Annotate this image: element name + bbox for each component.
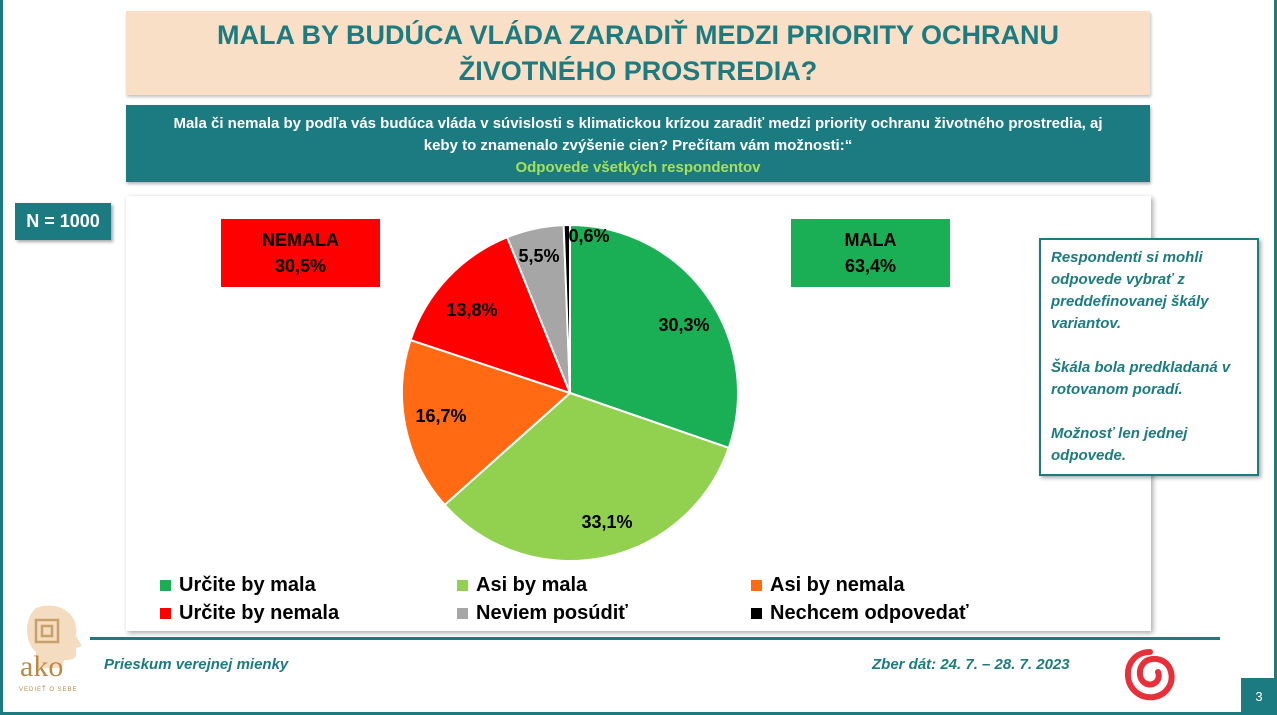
slide-title: MALA BY BUDÚCA VLÁDA ZARADIŤ MEDZI PRIOR… <box>217 20 1059 86</box>
nemala-label: NEMALA <box>262 230 339 250</box>
pie-slice <box>443 391 731 562</box>
title-box: MALA BY BUDÚCA VLÁDA ZARADIŤ MEDZI PRIOR… <box>126 11 1150 95</box>
legend-swatch <box>751 608 762 619</box>
pie-slice <box>409 235 572 395</box>
mala-group-box: MALA 63,4% <box>791 219 950 287</box>
legend-label: Určite by mala <box>179 574 316 596</box>
slice-data-label: 16,7% <box>415 406 466 426</box>
legend-item: Nechcem odpovedať <box>751 602 969 625</box>
footer-survey-label: Prieskum verejnej mienky <box>104 656 289 673</box>
pie-slice <box>569 223 739 450</box>
page-number: 3 <box>1241 678 1277 715</box>
legend-label: Asi by mala <box>476 574 588 596</box>
legend-item: Určite by nemala <box>160 602 339 625</box>
legend-label: Nechcem odpovedať <box>770 602 969 624</box>
legend-label: Určite by nemala <box>179 602 340 624</box>
legend-swatch <box>160 580 171 591</box>
note-paragraph: Respondenti si mohli odpovede vybrať z p… <box>1051 249 1209 332</box>
footer-date-label: Zber dát: 24. 7. – 28. 7. 2023 <box>872 656 1070 673</box>
slice-data-label: 13,8% <box>446 300 497 320</box>
pie-slice <box>562 223 571 394</box>
respondents-label: Odpovede všetkých respondentov <box>515 159 761 176</box>
slice-data-label: 0,6% <box>568 226 609 246</box>
mala-value: 63,4% <box>844 256 897 276</box>
note-paragraph: Možnosť len jednej odpovede. <box>1051 425 1188 464</box>
legend-swatch <box>160 608 171 619</box>
legend-swatch <box>457 608 468 619</box>
slice-data-label: 5,5% <box>518 246 559 266</box>
legend-label: Neviem posúdiť <box>476 602 628 624</box>
sample-size-badge: N = 1000 <box>15 203 111 240</box>
legend-swatch <box>751 580 762 591</box>
logo-wordmark: ako <box>20 650 64 683</box>
logo-tagline: VEDIEŤ O SEBE <box>19 687 78 693</box>
question-text: Mala či nemala by podľa vás budúca vláda… <box>173 115 1103 154</box>
slice-data-label: 30,3% <box>658 315 709 335</box>
legend-item: Asi by nemala <box>751 574 905 597</box>
mala-label: MALA <box>844 230 897 250</box>
footer-divider <box>90 637 1220 640</box>
nemala-group-box: NEMALA 30,5% <box>221 219 380 287</box>
pie-slice <box>401 338 572 507</box>
swirl-logo-icon <box>1124 649 1175 701</box>
legend-label: Asi by nemala <box>770 574 905 596</box>
legend-swatch <box>457 580 468 591</box>
nemala-value: 30,5% <box>274 256 327 276</box>
legend-item: Asi by mala <box>457 574 587 597</box>
head-profile-icon <box>27 605 82 668</box>
note-paragraph: Škála bola predkladaná v rotovanom porad… <box>1051 359 1231 398</box>
methodology-note: Respondenti si mohli odpovede vybrať z p… <box>1039 238 1259 476</box>
legend-item: Určite by mala <box>160 574 316 597</box>
slice-data-label: 33,1% <box>581 512 632 532</box>
question-box: Mala či nemala by podľa vás budúca vláda… <box>126 105 1150 182</box>
legend-item: Neviem posúdiť <box>457 602 628 625</box>
